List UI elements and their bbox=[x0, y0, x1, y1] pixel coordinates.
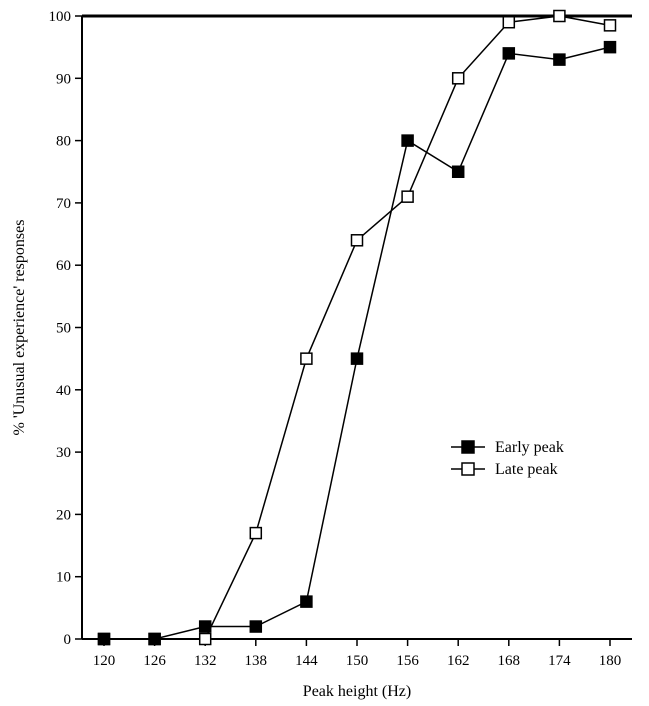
late-peak-point bbox=[300, 352, 313, 365]
early-peak-point bbox=[502, 47, 516, 60]
legend-swatch-marker bbox=[461, 462, 475, 476]
late-peak-point bbox=[198, 632, 212, 646]
late-peak-point bbox=[249, 526, 263, 540]
x-tick-label: 180 bbox=[599, 653, 622, 669]
x-tick-label: 126 bbox=[143, 653, 166, 669]
y-tick-label: 70 bbox=[56, 196, 71, 212]
early-peak-series bbox=[97, 40, 617, 646]
x-tick-label: 168 bbox=[498, 653, 521, 669]
y-tick-label: 60 bbox=[56, 258, 71, 274]
y-axis-title: % 'Unusual experience' responses bbox=[11, 220, 28, 436]
x-tick-label: 162 bbox=[447, 653, 470, 669]
y-tick-label: 30 bbox=[56, 445, 71, 461]
y-axis-ticks: 0 10 20 30 40 50 60 70 80 90 100 bbox=[49, 9, 82, 648]
y-tick-label: 0 bbox=[64, 632, 72, 648]
early-peak-point bbox=[553, 53, 566, 66]
legend-swatch-marker bbox=[461, 440, 475, 454]
late-peak-point bbox=[603, 19, 617, 32]
early-peak-point bbox=[451, 165, 465, 178]
plot-frame bbox=[81, 14, 632, 640]
x-tick-label: 120 bbox=[93, 653, 116, 669]
early-peak-point bbox=[249, 620, 263, 633]
y-tick-label: 10 bbox=[56, 570, 71, 586]
x-axis-title: Peak height (Hz) bbox=[303, 683, 411, 700]
series-layer bbox=[97, 9, 617, 646]
legend: Early peak Late peak bbox=[451, 439, 564, 478]
late-peak-point bbox=[553, 9, 566, 23]
late-peak-point bbox=[451, 72, 465, 85]
late-peak-point bbox=[401, 190, 414, 203]
early-peak-point bbox=[300, 595, 313, 608]
x-tick-label: 144 bbox=[295, 653, 318, 669]
late-peak-point bbox=[350, 234, 364, 247]
early-peak-point bbox=[350, 352, 364, 365]
y-tick-label: 80 bbox=[56, 134, 71, 150]
x-axis-ticks: 120 126 132 138 144 150 156 162 168 174 180 bbox=[93, 639, 622, 669]
x-tick-label: 150 bbox=[346, 653, 369, 669]
x-tick-label: 156 bbox=[396, 653, 419, 669]
late-peak-line bbox=[104, 15, 611, 640]
y-tick-label: 100 bbox=[49, 9, 72, 25]
early-peak-point bbox=[401, 134, 414, 147]
legend-label: Late peak bbox=[495, 461, 558, 478]
y-tick-label: 90 bbox=[56, 71, 71, 87]
early-peak-point bbox=[198, 620, 212, 633]
early-peak-point bbox=[603, 40, 617, 54]
late-peak-series bbox=[97, 9, 617, 646]
y-tick-label: 50 bbox=[56, 321, 71, 337]
late-peak-point bbox=[502, 15, 516, 29]
legend-label: Early peak bbox=[495, 439, 564, 456]
early-peak-point bbox=[97, 632, 111, 646]
x-tick-label: 174 bbox=[548, 653, 571, 669]
x-tick-label: 138 bbox=[245, 653, 268, 669]
x-tick-label: 132 bbox=[194, 653, 217, 669]
y-tick-label: 20 bbox=[56, 507, 71, 523]
early-peak-point bbox=[148, 632, 161, 646]
y-tick-label: 40 bbox=[56, 383, 71, 399]
legend-item-late-peak: Late peak bbox=[451, 461, 558, 478]
early-peak-line bbox=[104, 46, 611, 640]
legend-item-early-peak: Early peak bbox=[451, 439, 564, 456]
